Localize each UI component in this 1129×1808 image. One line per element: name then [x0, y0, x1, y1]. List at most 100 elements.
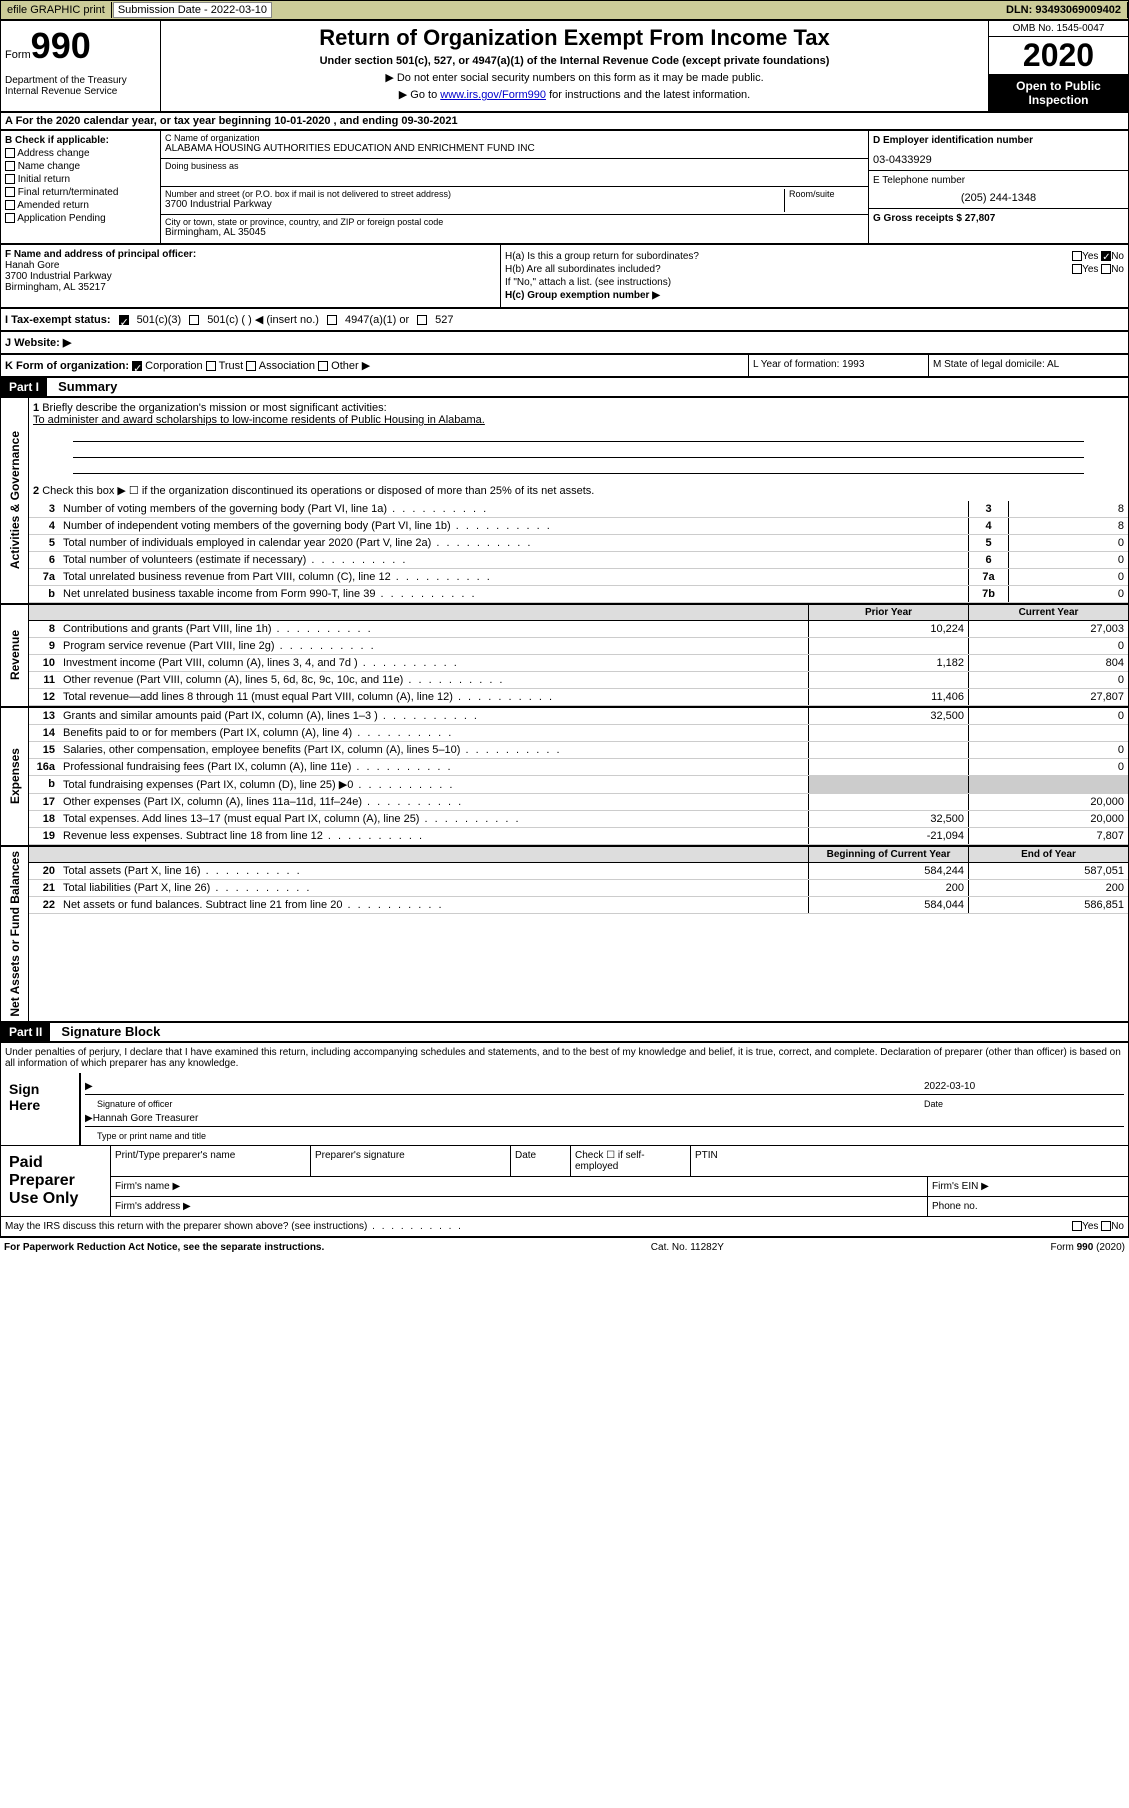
hb-line: H(b) Are all subordinates included? Yes … — [505, 264, 1124, 275]
paperwork-notice: For Paperwork Reduction Act Notice, see … — [4, 1242, 324, 1253]
data-line: 12Total revenue—add lines 8 through 11 (… — [29, 689, 1128, 706]
gov-line: 4Number of independent voting members of… — [29, 518, 1128, 535]
tax-year: 2020 — [989, 37, 1128, 75]
topbar: efile GRAPHIC print Submission Date - 20… — [0, 0, 1129, 20]
receipts-row: G Gross receipts $ 27,807 — [869, 209, 1128, 228]
f-label: F Name and address of principal officer: — [5, 249, 496, 260]
prep-name: Print/Type preparer's name — [111, 1146, 311, 1176]
sig-officer-line[interactable]: ▶ 2022-03-10 — [85, 1081, 1124, 1095]
box-b: B Check if applicable: Address change Na… — [1, 131, 161, 243]
cb-corp[interactable]: ✓ — [132, 361, 142, 371]
gov-line: 7aTotal unrelated business revenue from … — [29, 569, 1128, 586]
cb-final-return[interactable]: Final return/terminated — [5, 187, 156, 198]
form-ref: Form 990 (2020) — [1051, 1242, 1126, 1253]
ha-no[interactable]: ✓ — [1101, 251, 1111, 261]
part2-header: Part II — [1, 1023, 50, 1041]
cb-name-change[interactable]: Name change — [5, 161, 156, 172]
preparer-row: Paid Preparer Use Only Print/Type prepar… — [1, 1145, 1128, 1216]
vlabel-gov: Activities & Governance — [4, 427, 26, 573]
department-label: Department of the Treasury Internal Reve… — [5, 75, 156, 97]
data-line: 21Total liabilities (Part X, line 26)200… — [29, 880, 1128, 897]
data-line: 11Other revenue (Part VIII, column (A), … — [29, 672, 1128, 689]
sign-here-label: Sign Here — [1, 1073, 81, 1145]
f-name: Hanah Gore — [5, 260, 496, 271]
prep-check[interactable]: Check ☐ if self-employed — [571, 1146, 691, 1176]
website-row: J Website: ▶ — [0, 331, 1129, 354]
form990-link[interactable]: www.irs.gov/Form990 — [440, 89, 546, 101]
org-name-label: C Name of organization — [165, 133, 864, 143]
discuss-text: May the IRS discuss this return with the… — [5, 1221, 463, 1232]
street-value: 3700 Industrial Parkway — [165, 199, 784, 210]
revenue-section: Revenue Prior Year Current Year 8Contrib… — [0, 604, 1129, 707]
data-line: 19Revenue less expenses. Subtract line 1… — [29, 828, 1128, 845]
hb-no[interactable] — [1101, 264, 1111, 274]
box-d: D Employer identification number 03-0433… — [868, 131, 1128, 243]
firm-addr: Firm's address ▶ — [111, 1197, 928, 1216]
form-number: 990 — [31, 25, 91, 66]
gov-line: 5Total number of individuals employed in… — [29, 535, 1128, 552]
cb-527[interactable] — [417, 315, 427, 325]
name-title-line[interactable]: ▶ Hannah Gore Treasurer — [85, 1113, 1124, 1127]
data-line: 10Investment income (Part VIII, column (… — [29, 655, 1128, 672]
section-a: A For the 2020 calendar year, or tax yea… — [0, 112, 1129, 130]
box-l: L Year of formation: 1993 — [748, 355, 928, 376]
cb-pending[interactable]: Application Pending — [5, 213, 156, 224]
discuss-row: May the IRS discuss this return with the… — [1, 1216, 1128, 1236]
firm-ein: Firm's EIN ▶ — [928, 1177, 1128, 1196]
prep-sig: Preparer's signature — [311, 1146, 511, 1176]
cb-assoc[interactable] — [246, 361, 256, 371]
data-line: 8Contributions and grants (Part VIII, li… — [29, 621, 1128, 638]
data-line: 22Net assets or fund balances. Subtract … — [29, 897, 1128, 914]
cb-501c[interactable] — [189, 315, 199, 325]
dba-label: Doing business as — [165, 161, 864, 171]
expenses-section: Expenses 13Grants and similar amounts pa… — [0, 707, 1129, 846]
ha-yes[interactable] — [1072, 251, 1082, 261]
data-line: 18Total expenses. Add lines 13–17 (must … — [29, 811, 1128, 828]
instruction-1: ▶ Do not enter social security numbers o… — [165, 71, 984, 84]
org-name: ALABAMA HOUSING AUTHORITIES EDUCATION AN… — [165, 143, 864, 154]
title-box: Return of Organization Exempt From Incom… — [161, 21, 988, 111]
prep-date: Date — [511, 1146, 571, 1176]
cb-other[interactable] — [318, 361, 328, 371]
data-line: 14Benefits paid to or for members (Part … — [29, 725, 1128, 742]
inspection-label: Open to Public Inspection — [989, 75, 1128, 111]
discuss-yes[interactable] — [1072, 1221, 1082, 1231]
preparer-label: Paid Preparer Use Only — [1, 1146, 111, 1216]
right-box: OMB No. 1545-0047 2020 Open to Public In… — [988, 21, 1128, 111]
box-b-label: B Check if applicable: — [5, 135, 156, 146]
col-begin: Beginning of Current Year — [808, 847, 968, 862]
discuss-no[interactable] — [1101, 1221, 1111, 1231]
city-value: Birmingham, AL 35045 — [165, 227, 864, 238]
hb-yes[interactable] — [1072, 264, 1082, 274]
net-header: Beginning of Current Year End of Year — [29, 847, 1128, 863]
data-line: 9Program service revenue (Part VIII, lin… — [29, 638, 1128, 655]
data-line: 20Total assets (Part X, line 16)584,2445… — [29, 863, 1128, 880]
status-label: I Tax-exempt status: — [5, 314, 111, 326]
box-f: F Name and address of principal officer:… — [1, 245, 501, 307]
cb-501c3[interactable]: ✓ — [119, 315, 129, 325]
col-end: End of Year — [968, 847, 1128, 862]
cb-address-change[interactable]: Address change — [5, 148, 156, 159]
city-label: City or town, state or province, country… — [165, 217, 864, 227]
tax-status-row: I Tax-exempt status: ✓501(c)(3) 501(c) (… — [0, 308, 1129, 331]
cb-amended[interactable]: Amended return — [5, 200, 156, 211]
cat-number: Cat. No. 11282Y — [651, 1242, 724, 1253]
room-label: Room/suite — [789, 189, 864, 199]
rev-header: Prior Year Current Year — [29, 605, 1128, 621]
date-label: Date — [924, 1099, 1124, 1109]
governance-section: Activities & Governance 1 Briefly descri… — [0, 397, 1129, 604]
cb-initial-return[interactable]: Initial return — [5, 174, 156, 185]
dln-label: DLN: 93493069009402 — [1000, 2, 1128, 18]
cb-trust[interactable] — [206, 361, 216, 371]
form-header: Form990 Department of the Treasury Inter… — [0, 20, 1129, 112]
box-c: C Name of organization ALABAMA HOUSING A… — [161, 131, 868, 243]
part2-title: Signature Block — [53, 1022, 168, 1041]
form-number-box: Form990 Department of the Treasury Inter… — [1, 21, 161, 111]
submission-date-button[interactable]: Submission Date - 2022-03-10 — [113, 2, 272, 18]
cb-4947[interactable] — [327, 315, 337, 325]
f-addr1: 3700 Industrial Parkway — [5, 271, 496, 282]
data-line: bTotal fundraising expenses (Part IX, co… — [29, 776, 1128, 794]
phone-value: (205) 244-1348 — [873, 192, 1124, 204]
part1-header-row: Part I Summary — [0, 377, 1129, 397]
phone-row: E Telephone number (205) 244-1348 — [869, 171, 1128, 209]
